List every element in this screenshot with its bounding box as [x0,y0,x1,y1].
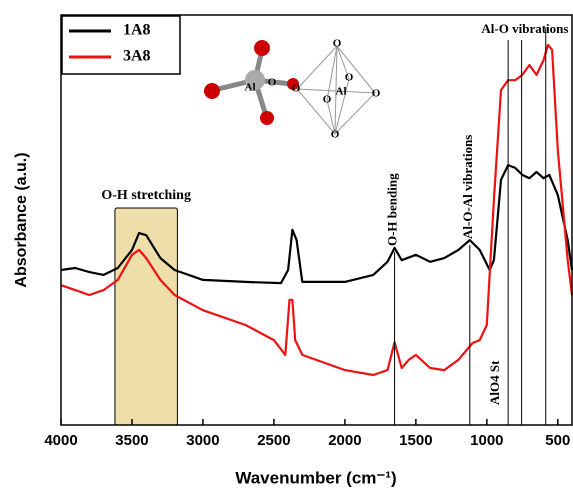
atom [260,111,274,125]
x-tick-label: 500 [545,432,570,449]
legend-box [62,16,180,74]
atom [204,83,220,99]
legend-label: 1A8 [123,22,151,39]
atom-label: O [268,77,277,89]
atom-label: Al [336,86,347,98]
atom-label: O [345,72,354,84]
atom-label: O [292,83,301,95]
atom-label: Al [245,82,256,94]
legend-label: 3A8 [123,48,151,65]
atom-label: O [323,94,332,106]
x-tick-label: 3500 [115,432,148,449]
marker-label: Al-O-Al vibrations [460,135,475,239]
x-axis-label: Wavenumber (cm⁻¹) [235,468,396,487]
region [115,208,177,425]
note-label: AlO4 St [487,360,502,405]
x-tick-label: 2000 [328,432,361,449]
x-tick-label: 4000 [44,432,77,449]
page: Al O O O O O O O Al Absorbance (a.u.) Wa… [0,0,573,500]
x-tick-label: 3000 [186,432,219,449]
atom-label: O [372,88,381,100]
x-tick-label: 2500 [257,432,290,449]
marker-label: Al-O vibrations [481,21,568,36]
legend: 1A8 3A8 [62,16,180,74]
atom-label: O [333,38,342,50]
x-tick-label: 1500 [399,432,432,449]
atom [254,40,270,56]
structures [204,40,375,134]
y-axis-label: Absorbance (a.u.) [13,152,30,287]
x-tick-label: 1000 [470,432,503,449]
marker-label: O-H bending [385,173,400,246]
chart: Al O O O O O O O Al Absorbance (a.u.) Wa… [0,0,573,495]
region-label: O-H stretching [101,188,191,203]
atom-label: O [331,129,340,141]
